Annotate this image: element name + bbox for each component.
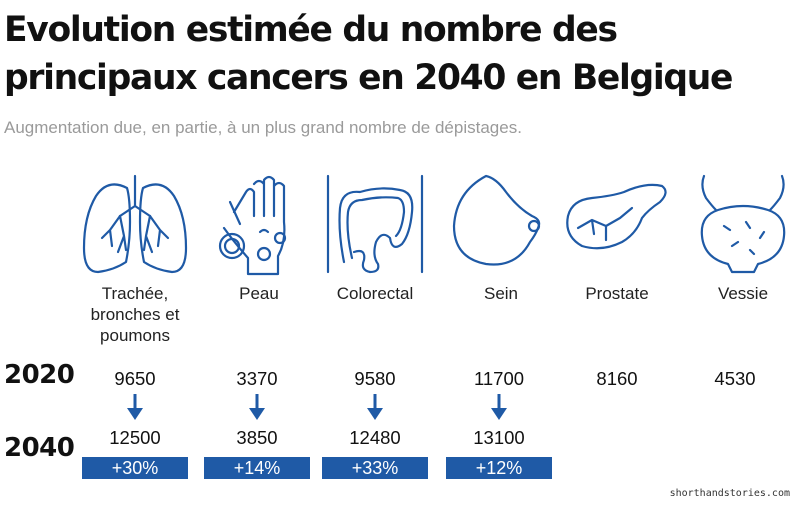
prostate-icon (562, 172, 672, 282)
change-badge-breast: +12% (446, 457, 552, 479)
category-label-bladder: Vessie (717, 284, 769, 303)
category-label-skin: Peau (239, 284, 279, 303)
arrow-down-icon (367, 394, 383, 420)
year-label-2020: 2020 (4, 360, 75, 390)
value-2020-skin: 3370 (236, 368, 278, 389)
breast-icon (446, 172, 556, 282)
skin-hand-icon (204, 172, 314, 282)
source-credit: shorthandstories.com (669, 488, 790, 499)
arrow-down-icon (249, 394, 265, 420)
lungs-icon (80, 172, 190, 282)
value-2020-prostate: 8160 (596, 368, 638, 389)
value-2020-colorectal: 9580 (354, 368, 396, 389)
subtitle: Augmentation due, en partie, à un plus g… (4, 118, 522, 137)
category-label-lungs: Trachée, bronches et poumons (90, 284, 180, 345)
change-badge-skin: +14% (204, 457, 310, 479)
value-2020-breast: 11700 (473, 368, 525, 389)
value-2040-colorectal: 12480 (349, 427, 401, 448)
page-title: Evolution estimée du nombre des principa… (4, 6, 796, 102)
title-line-1: Evolution estimée du nombre des (4, 10, 618, 50)
value-2020-bladder: 4530 (714, 368, 756, 389)
category-label-prostate: Prostate (585, 284, 649, 303)
bladder-icon (688, 172, 798, 282)
change-badge-colorectal: +33% (322, 457, 428, 479)
change-badge-lungs: +30% (82, 457, 188, 479)
title-line-2: principaux cancers en 2040 en Belgique (4, 58, 733, 98)
arrow-down-icon (491, 394, 507, 420)
value-2040-breast: 13100 (473, 427, 525, 448)
category-label-breast: Sein (483, 284, 519, 303)
year-label-2040: 2040 (4, 433, 75, 463)
value-2040-skin: 3850 (236, 427, 278, 448)
category-label-colorectal: Colorectal (336, 284, 414, 303)
value-2040-lungs: 12500 (109, 427, 161, 448)
value-2020-lungs: 9650 (114, 368, 156, 389)
colon-icon (320, 172, 430, 282)
arrow-down-icon (127, 394, 143, 420)
